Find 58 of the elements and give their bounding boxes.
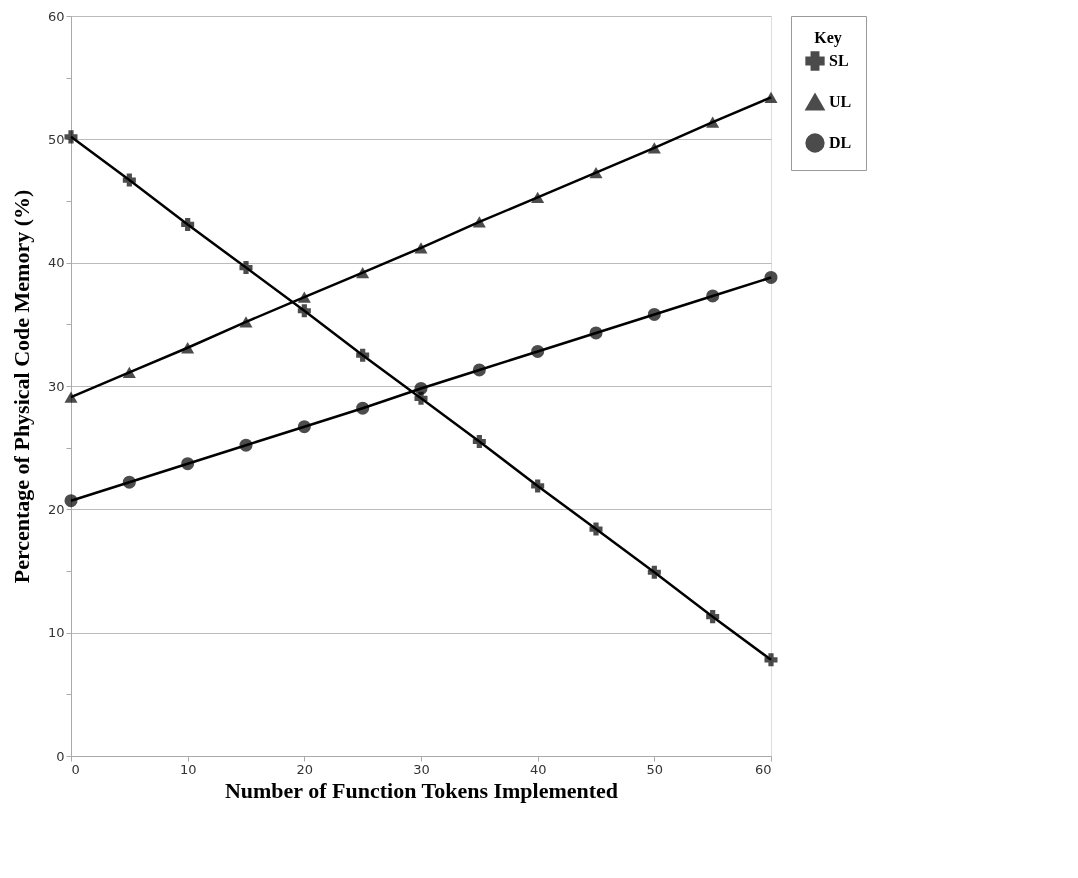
point xyxy=(764,270,778,284)
point xyxy=(531,344,545,358)
point xyxy=(122,475,136,489)
point xyxy=(297,420,311,434)
point xyxy=(356,348,370,362)
y-tick-label: 40 xyxy=(47,255,65,271)
point xyxy=(356,266,370,279)
point xyxy=(764,91,778,104)
y-tick-label: 10 xyxy=(47,625,65,641)
point xyxy=(181,342,195,354)
point xyxy=(531,191,545,203)
legend-label: UL xyxy=(829,93,852,110)
x-tick-label: 30 xyxy=(413,761,430,777)
point xyxy=(472,363,486,377)
point xyxy=(239,438,253,452)
point xyxy=(122,366,136,379)
point xyxy=(64,494,78,508)
point xyxy=(589,326,603,340)
point xyxy=(589,522,603,536)
point xyxy=(647,142,661,154)
y-axis-title: Percentage of Physical Code Memory (%) xyxy=(8,189,34,584)
y-tick-label: 60 xyxy=(47,8,65,24)
x-tick-label: 20 xyxy=(296,761,314,777)
point xyxy=(297,291,311,303)
x-tick-label: 0 xyxy=(71,761,80,777)
point xyxy=(356,401,370,415)
point xyxy=(297,304,311,318)
point xyxy=(122,173,136,187)
y-tick-label: 30 xyxy=(47,378,65,394)
point xyxy=(64,391,78,403)
x-tick-label: 60 xyxy=(754,761,772,777)
x-tick-label: 50 xyxy=(646,761,664,777)
legend-title: Key xyxy=(814,29,842,47)
y-tick-label: 0 xyxy=(56,748,65,764)
legend-label: DL xyxy=(829,134,852,151)
x-tick-label: 40 xyxy=(529,761,547,777)
point xyxy=(647,565,661,579)
point xyxy=(531,479,545,493)
y-tick-label: 20 xyxy=(47,501,65,517)
point xyxy=(706,289,720,303)
point xyxy=(414,242,428,254)
point xyxy=(472,434,486,449)
point xyxy=(706,116,720,128)
point xyxy=(647,307,661,321)
point xyxy=(181,457,195,471)
point xyxy=(589,166,603,179)
x-tick-label: 10 xyxy=(179,761,197,777)
point xyxy=(64,130,78,144)
y-tick-label: 50 xyxy=(47,131,65,147)
x-axis-title: Number of Function Tokens Implemented xyxy=(224,777,619,803)
point xyxy=(472,216,486,228)
point xyxy=(706,610,720,624)
point xyxy=(239,316,253,328)
point xyxy=(764,653,778,667)
point xyxy=(181,217,195,231)
point xyxy=(414,381,428,395)
legend-label: SL xyxy=(829,52,849,69)
point xyxy=(239,261,253,275)
